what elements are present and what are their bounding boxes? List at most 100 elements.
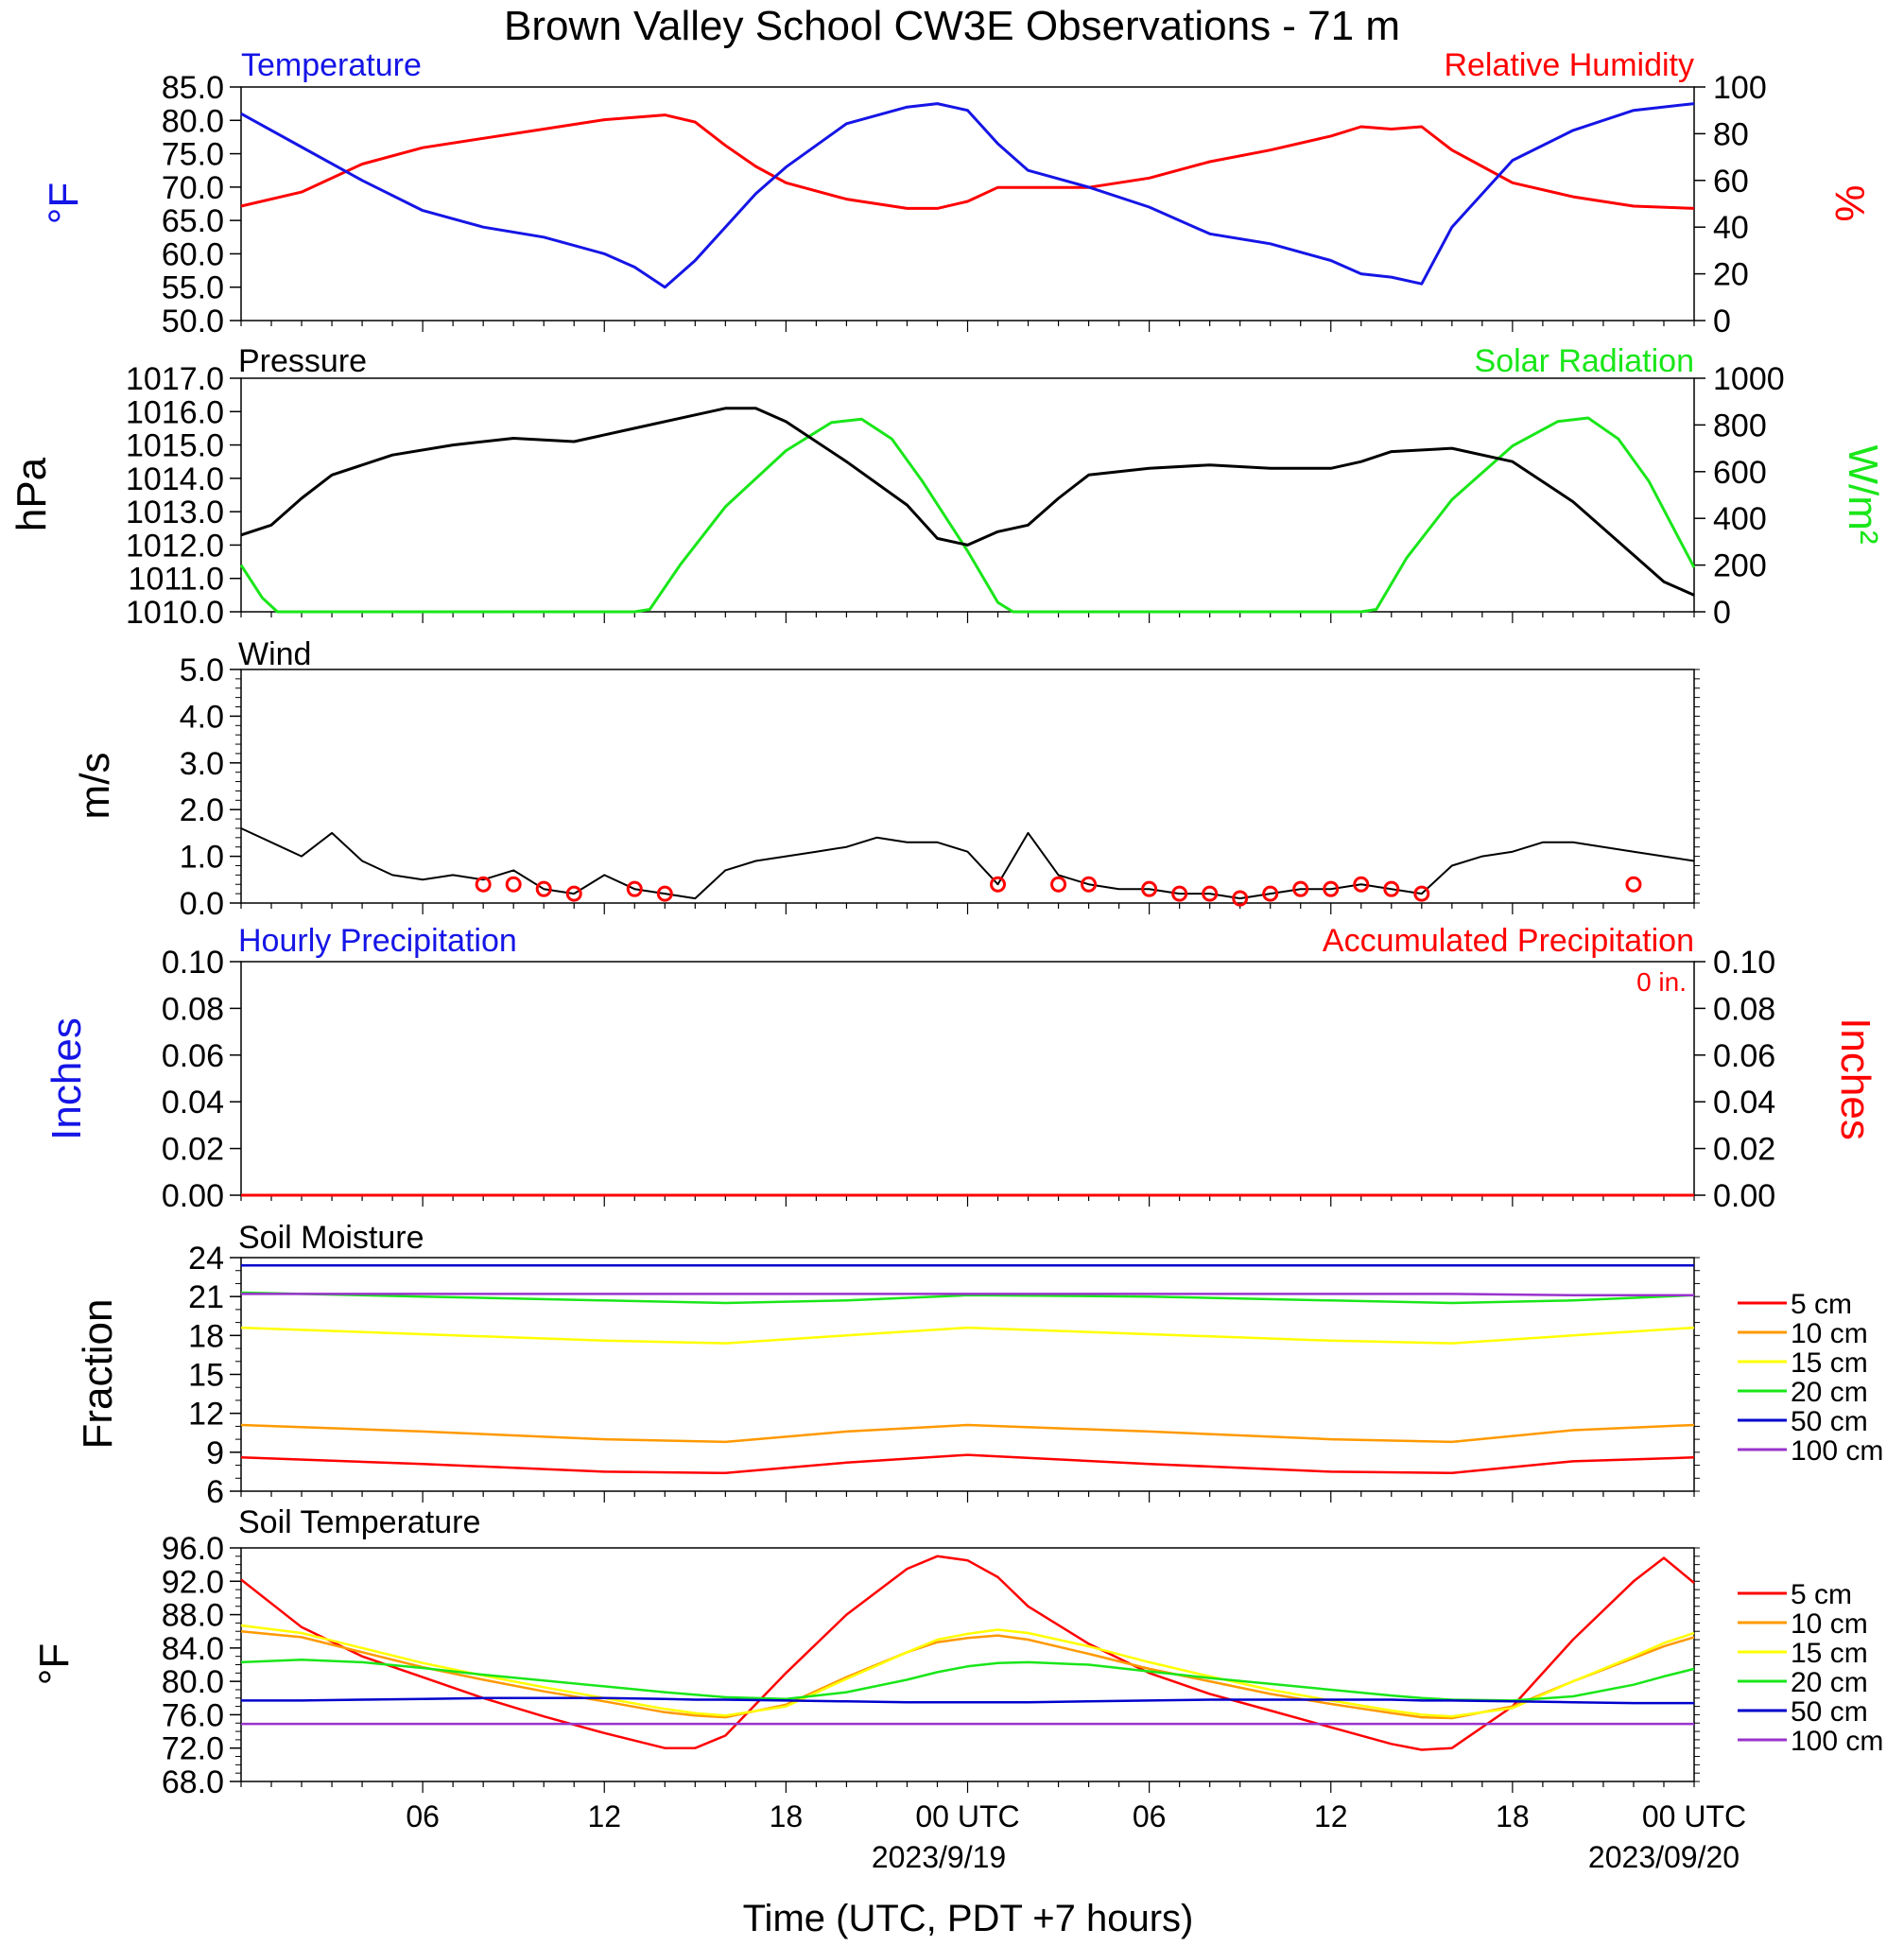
y-tick-label-left: 50.0 — [162, 304, 224, 339]
time-tick-label: 18 — [1496, 1799, 1530, 1833]
chart-title: Brown Valley School CW3E Observations - … — [504, 3, 1400, 49]
soil-temperature-line — [240, 1658, 1695, 1702]
solar-axis-unit: W/m² — [1840, 444, 1886, 544]
calm-wind-marker — [535, 880, 552, 897]
y-tick-label-left: 80.0 — [162, 1664, 224, 1700]
y-tick-label-right: 1000 — [1713, 361, 1785, 397]
soil-temperature-line — [240, 1624, 1695, 1718]
y-tick-label-right: 0 — [1713, 595, 1731, 631]
time-tick-label: 00 UTC — [1642, 1799, 1746, 1833]
hourly-precip-axis-unit: Inches — [43, 1017, 90, 1140]
legend-label: 100 cm — [1791, 1726, 1883, 1757]
y-tick-label-left: 24 — [188, 1241, 224, 1277]
soil-temperature-label: Soil Temperature — [238, 1504, 480, 1540]
pressure-axis-unit: hPa — [9, 457, 55, 531]
y-tick-label-left: 92.0 — [162, 1564, 224, 1600]
pressure-line — [240, 407, 1695, 597]
y-tick-label-right: 60 — [1713, 164, 1749, 200]
calm-wind-marker — [1232, 890, 1249, 907]
y-tick-label-left: 0.10 — [162, 945, 224, 981]
y-tick-label-left: 1010.0 — [126, 595, 224, 631]
y-tick-label-left: 6 — [206, 1474, 224, 1510]
y-tick-label-left: 1017.0 — [126, 361, 224, 397]
legend-label: 20 cm — [1791, 1377, 1868, 1408]
temperature-line — [240, 102, 1695, 289]
legend-label: 10 cm — [1791, 1608, 1868, 1640]
calm-wind-marker — [656, 885, 673, 902]
y-tick-label-right: 400 — [1713, 501, 1767, 537]
legend-label: 5 cm — [1791, 1579, 1852, 1610]
soil-moisture-line — [240, 1291, 1695, 1305]
calm-wind-marker — [475, 876, 492, 893]
soil-temperature-panel-frame — [240, 1547, 1695, 1782]
calm-wind-marker — [1262, 885, 1279, 902]
y-tick-label-left: 55.0 — [162, 270, 224, 306]
soil-temperature-line — [240, 1555, 1695, 1751]
y-tick-label-left: 21 — [188, 1279, 224, 1315]
y-tick-label-left: 5.0 — [180, 652, 224, 688]
time-tick-label: 12 — [1314, 1799, 1348, 1833]
y-tick-label-left: 0.02 — [162, 1132, 224, 1168]
y-tick-label-left: 0.08 — [162, 991, 224, 1027]
temperature-axis-unit: °F — [41, 182, 87, 224]
temperature-humidity-panel: Temperature Relative Humidity °F % 85.08… — [41, 47, 1873, 339]
y-tick-label-right: 200 — [1713, 548, 1767, 584]
soil-temperature-line — [240, 1629, 1695, 1720]
y-tick-label-left: 60.0 — [162, 236, 224, 272]
y-tick-label-right: 600 — [1713, 455, 1767, 491]
y-tick-label-right: 0 — [1713, 304, 1731, 339]
calm-wind-marker — [1413, 885, 1430, 902]
date-label-2: 2023/09/20 — [1588, 1840, 1740, 1874]
wind-speed-line — [240, 827, 1695, 900]
y-tick-label-left: 1013.0 — [126, 495, 224, 530]
y-tick-label-left: 4.0 — [180, 699, 224, 735]
time-tick-label: 06 — [1133, 1799, 1167, 1833]
y-tick-label-right: 0.08 — [1713, 991, 1775, 1027]
time-tick-label: 00 UTC — [915, 1799, 1019, 1833]
y-tick-label-left: 96.0 — [162, 1531, 224, 1567]
time-tick-label: 06 — [406, 1799, 440, 1833]
legend-label: 50 cm — [1791, 1406, 1868, 1437]
y-tick-label-right: 40 — [1713, 210, 1749, 246]
humidity-axis-unit: % — [1826, 184, 1873, 221]
y-tick-label-right: 80 — [1713, 116, 1749, 152]
date-label-1: 2023/9/19 — [872, 1840, 1006, 1874]
legend-label: 5 cm — [1791, 1289, 1852, 1320]
legend-label: 15 cm — [1791, 1638, 1868, 1669]
calm-wind-marker — [505, 876, 522, 893]
precipitation-panel: Hourly Precipitation Accumulated Precipi… — [43, 923, 1878, 1214]
y-tick-label-left: 1016.0 — [126, 394, 224, 430]
y-tick-label-left: 3.0 — [180, 746, 224, 782]
y-tick-label-right: 0.06 — [1713, 1038, 1775, 1074]
temperature-panel-frame — [240, 86, 1695, 321]
y-tick-label-left: 0.04 — [162, 1085, 224, 1121]
y-tick-label-left: 12 — [188, 1397, 224, 1433]
y-tick-label-left: 72.0 — [162, 1731, 224, 1767]
y-tick-label-left: 84.0 — [162, 1631, 224, 1667]
soil-temperature-panel: Soil Temperature °F 96.092.088.084.080.0… — [31, 1504, 1883, 1833]
y-tick-label-left: 0.0 — [180, 886, 224, 922]
solar-series-label: Solar Radiation — [1475, 343, 1694, 379]
legend-label: 15 cm — [1791, 1347, 1868, 1379]
calm-wind-marker — [1292, 880, 1309, 897]
accum-precip-axis-unit: Inches — [1832, 1017, 1878, 1140]
y-tick-label-left: 76.0 — [162, 1697, 224, 1733]
wind-series-label: Wind — [238, 636, 311, 672]
y-tick-label-right: 100 — [1713, 70, 1767, 106]
calm-wind-marker — [1141, 880, 1158, 897]
pressure-panel-frame — [240, 377, 1695, 613]
soil-moisture-axis-unit: Fraction — [75, 1299, 121, 1450]
calm-wind-marker — [565, 885, 582, 902]
y-tick-label-left: 1014.0 — [126, 461, 224, 497]
y-tick-label-left: 1.0 — [180, 840, 224, 876]
calm-wind-marker — [1171, 885, 1188, 902]
hourly-precip-label: Hourly Precipitation — [238, 923, 517, 959]
y-tick-label-right: 0.00 — [1713, 1178, 1775, 1214]
y-tick-label-right: 0.02 — [1713, 1132, 1775, 1168]
calm-wind-marker — [1202, 885, 1219, 902]
y-tick-label-left: 80.0 — [162, 103, 224, 139]
